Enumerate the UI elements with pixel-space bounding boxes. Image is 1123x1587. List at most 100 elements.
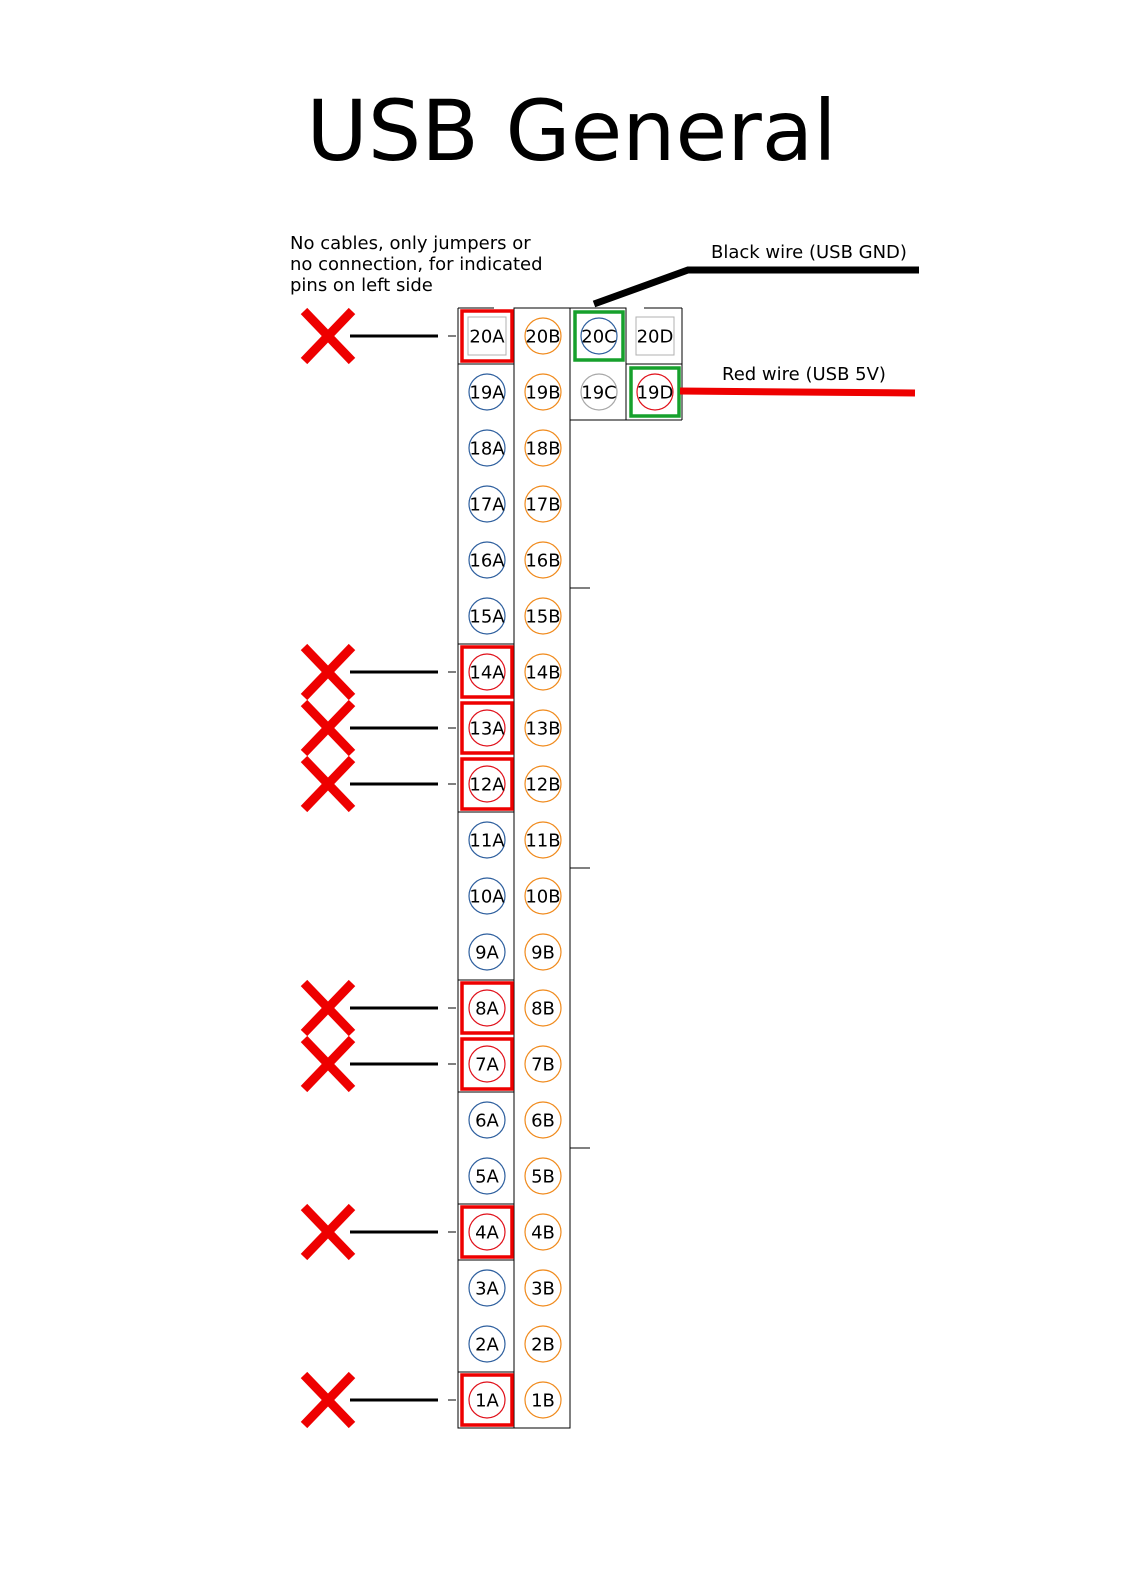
pin-12b: 12B: [524, 765, 562, 803]
pin-ring: [524, 989, 562, 1027]
pin-label: 8A: [475, 999, 499, 1020]
pin-6a: 6A: [468, 1101, 506, 1139]
pin-label: 20A: [469, 327, 505, 348]
pin-label: 9B: [531, 943, 555, 964]
pin-20a: 20A: [467, 316, 507, 356]
pin-ring: [468, 1157, 506, 1195]
black-wire-usb-gnd: [592, 266, 919, 308]
pin-label: 4A: [475, 1223, 499, 1244]
pin-ring: [468, 821, 506, 859]
pin-square: [635, 316, 675, 356]
pin-label: 15A: [469, 607, 505, 628]
pin-label: 2A: [475, 1335, 499, 1356]
pin-ring: [468, 1381, 506, 1419]
pin-label: 3A: [475, 1279, 499, 1300]
no-connection-box: [460, 309, 514, 363]
red-wire-label: Red wire (USB 5V): [722, 364, 886, 385]
pin-label: 20C: [581, 327, 616, 348]
pin-label: 18A: [469, 439, 505, 460]
pin-ring: [468, 653, 506, 691]
pin-10a: 10A: [468, 877, 506, 915]
pin-ring: [524, 597, 562, 635]
no-connection-box: [460, 1205, 514, 1259]
pin-label: 13A: [469, 719, 505, 740]
pin-label: 17B: [525, 495, 560, 516]
pin-ring: [524, 373, 562, 411]
pin-ring: [468, 373, 506, 411]
pin-label: 13B: [525, 719, 560, 740]
pin-ring: [468, 1325, 506, 1363]
pin-label: 16B: [525, 551, 560, 572]
pin-1a: 1A: [468, 1381, 506, 1419]
pin-ring: [580, 317, 618, 355]
pin-label: 19B: [525, 383, 560, 404]
pin-label: 11A: [469, 831, 505, 852]
pin-label: 17A: [469, 495, 505, 516]
pin-ring: [524, 821, 562, 859]
column-b-frame: [513, 307, 571, 1429]
pin-ring: [524, 1381, 562, 1419]
pin-4a: 4A: [468, 1213, 506, 1251]
pin-3a: 3A: [468, 1269, 506, 1307]
pin-ring: [468, 541, 506, 579]
pin-label: 16A: [469, 551, 505, 572]
pin-ring: [524, 429, 562, 467]
pin-20b: 20B: [524, 317, 562, 355]
no-connection-x-icon: [300, 643, 356, 701]
red-wire-usb-5v: [679, 387, 916, 397]
pin-ring: [524, 317, 562, 355]
pin-19a: 19A: [468, 373, 506, 411]
pin-ring: [524, 653, 562, 691]
pin-ring: [468, 1045, 506, 1083]
pin-ring: [524, 933, 562, 971]
pin-ring: [468, 597, 506, 635]
pin-label: 8B: [531, 999, 555, 1020]
pin-label: 7A: [475, 1055, 499, 1076]
pin-9a: 9A: [468, 933, 506, 971]
no-connection-box: [460, 757, 514, 811]
pin-label: 19C: [581, 383, 616, 404]
pin-6b: 6B: [524, 1101, 562, 1139]
no-connection-x-icon: [300, 1203, 356, 1261]
pin-ring: [468, 429, 506, 467]
pin-18a: 18A: [468, 429, 506, 467]
pin-group-frame: [457, 643, 515, 813]
pin-18b: 18B: [524, 429, 562, 467]
no-connection-x-icon: [300, 699, 356, 757]
pin-ring: [524, 1325, 562, 1363]
pin-ring: [524, 709, 562, 747]
no-connection-x-icon: [300, 307, 356, 365]
no-connection-x-icon: [300, 755, 356, 813]
no-cables-note: No cables, only jumpers or no connection…: [290, 233, 543, 296]
pin-label: 6B: [531, 1111, 555, 1132]
pin-1b: 1B: [524, 1381, 562, 1419]
pin-label: 12B: [525, 775, 560, 796]
pin-ring: [468, 877, 506, 915]
pin-7a: 7A: [468, 1045, 506, 1083]
pin-label: 4B: [531, 1223, 555, 1244]
pin-label: 19A: [469, 383, 505, 404]
pin-square: [467, 316, 507, 356]
pin-5a: 5A: [468, 1157, 506, 1195]
pin-label: 5A: [475, 1167, 499, 1188]
vcc-pin-highlight: [629, 366, 681, 418]
pin-label: 10A: [469, 887, 505, 908]
pin-label: 14A: [469, 663, 505, 684]
pin-ring: [524, 485, 562, 523]
pin-ring: [468, 765, 506, 803]
pin-5b: 5B: [524, 1157, 562, 1195]
pin-14a: 14A: [468, 653, 506, 691]
pin-label: 15B: [525, 607, 560, 628]
pin-label: 5B: [531, 1167, 555, 1188]
pin-16b: 16B: [524, 541, 562, 579]
pin-ring: [468, 933, 506, 971]
pin-label: 10B: [525, 887, 560, 908]
pin-19d: 19D: [636, 373, 674, 411]
pin-ring: [580, 373, 618, 411]
pin-label: 18B: [525, 439, 560, 460]
pin-label: 20B: [525, 327, 560, 348]
pin-9b: 9B: [524, 933, 562, 971]
pin-16a: 16A: [468, 541, 506, 579]
pin-ring: [524, 1213, 562, 1251]
